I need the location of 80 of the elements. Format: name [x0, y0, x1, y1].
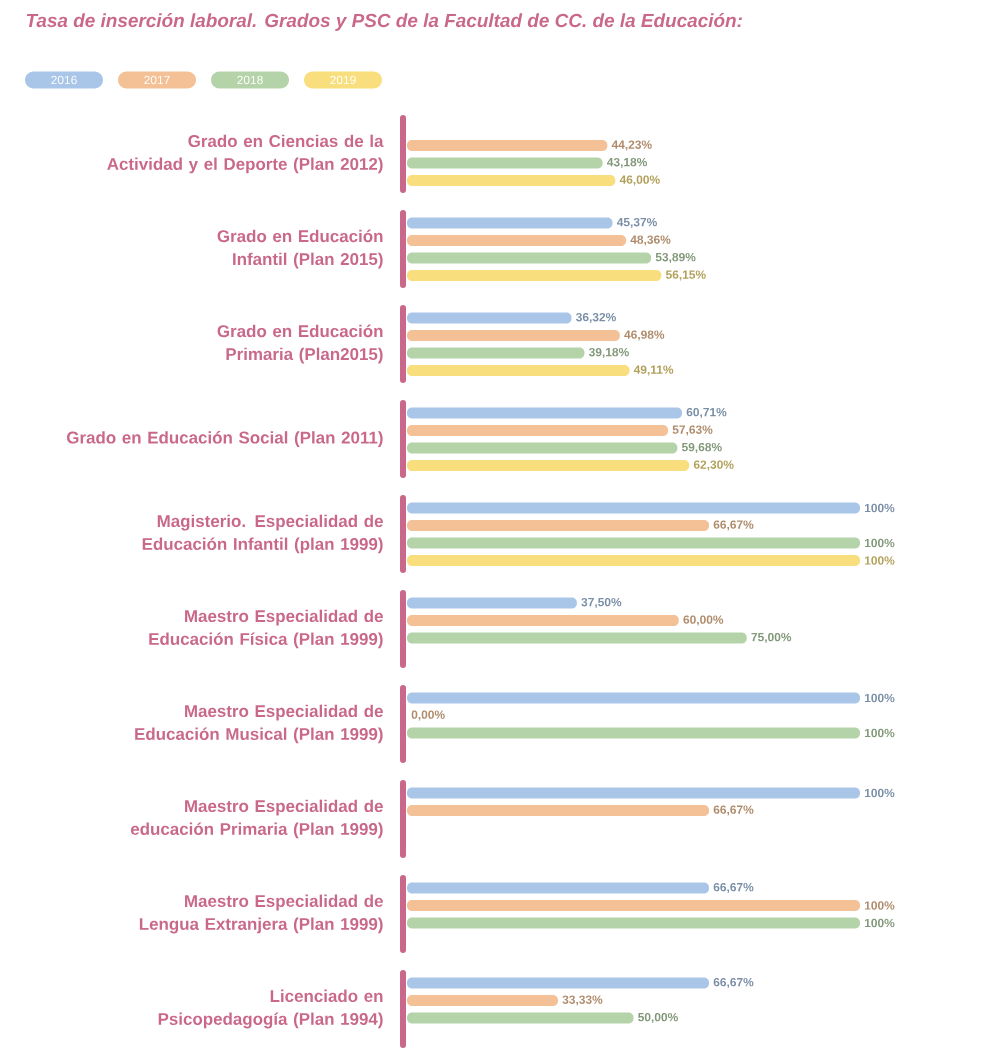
- bar: [407, 555, 860, 566]
- bar: [407, 234, 627, 246]
- bar: [407, 347, 585, 359]
- bar: [407, 917, 860, 929]
- data-label: 100%: [864, 918, 895, 928]
- data-label: 100%: [864, 503, 895, 513]
- data-label: 0,00%: [411, 710, 445, 721]
- bar: [407, 252, 652, 264]
- y-tick-label: Maestro Especialidad de Educación Física (Plan 1999): [149, 609, 383, 649]
- data-label: 66,67%: [713, 805, 754, 816]
- data-label: 100%: [864, 538, 895, 548]
- bar: [407, 365, 630, 376]
- bar: [407, 175, 616, 186]
- data-label: 66,67%: [713, 882, 754, 894]
- bar: [407, 330, 620, 341]
- bar: [407, 140, 608, 151]
- y-tick-label: Grado en Educación Social (Plan 2011): [66, 431, 383, 447]
- bar: [407, 502, 860, 514]
- y-tick-label: Grado en Educación Infantil (Plan 2015): [217, 229, 383, 269]
- data-label: 46,98%: [624, 330, 665, 341]
- data-label: 33,33%: [562, 995, 603, 1006]
- bar: [407, 900, 860, 911]
- data-label: 75,00%: [751, 632, 792, 644]
- bar: [407, 217, 613, 229]
- data-label: 37,50%: [581, 597, 622, 609]
- data-label: 44,23%: [611, 140, 652, 151]
- bar: [407, 615, 679, 626]
- bar: [407, 977, 710, 989]
- data-label: 46,00%: [619, 175, 660, 186]
- data-label: 100%: [864, 693, 895, 703]
- data-label: 66,67%: [713, 977, 754, 989]
- bar: [407, 442, 678, 454]
- data-label: 62,30%: [693, 460, 734, 471]
- text: 2016: [51, 75, 77, 85]
- bar: [407, 157, 603, 169]
- bar: [407, 537, 860, 549]
- bar: [407, 727, 860, 739]
- bar: [407, 407, 683, 419]
- text: 2017: [144, 75, 170, 85]
- data-label: 59,68%: [681, 442, 722, 454]
- bar: [407, 1012, 634, 1024]
- bar: [407, 787, 860, 799]
- bar: [407, 995, 558, 1007]
- bar: [407, 805, 710, 816]
- y-tick-label: Grado en Ciencias de la Actividad y el Deporte (Plan 2012): [107, 134, 384, 174]
- data-label: 48,36%: [630, 235, 671, 246]
- y-tick-label: Maestro Especialidad de Lengua Extranjera (Plan 1999): [139, 894, 383, 934]
- data-label: 60,00%: [683, 615, 724, 626]
- bar: [407, 882, 710, 894]
- bar: [407, 597, 577, 609]
- bar: [407, 270, 662, 281]
- text: 2019: [330, 75, 356, 85]
- data-label: 43,18%: [606, 157, 648, 169]
- chart-title: Tasa de inserción laboral. Grados y PSC de la Facultad de CC. de la Educación:: [26, 13, 742, 31]
- bar: [407, 460, 690, 471]
- y-tick-label: Grado en Educación Primaria (Plan2015): [217, 324, 383, 364]
- data-label: 53,89%: [655, 252, 696, 264]
- data-label: 100%: [864, 728, 895, 738]
- data-label: 100%: [864, 556, 895, 565]
- data-label: 100%: [864, 788, 895, 798]
- data-label: 50,00%: [638, 1012, 678, 1024]
- data-label: 100%: [864, 901, 895, 910]
- y-tick-label: Licenciado en Psicopedagogía (Plan 1994): [158, 989, 383, 1029]
- data-label: 36,32%: [576, 312, 616, 324]
- data-label: 57,63%: [672, 425, 713, 436]
- data-label: 45,37%: [616, 217, 657, 229]
- y-tick-label: Magisterio. Especialidad de Educación Infantil (plan 1999): [142, 514, 383, 554]
- data-label: 66,67%: [713, 520, 754, 531]
- data-label: 60,71%: [686, 407, 727, 419]
- bar: [407, 312, 572, 324]
- data-label: 39,18%: [588, 347, 629, 359]
- bar: [407, 632, 747, 644]
- text: 2018: [237, 75, 263, 85]
- data-label: 49,11%: [633, 365, 674, 376]
- y-tick-label: Maestro Especialidad de educación Primaria (Plan 1999): [130, 799, 383, 839]
- bar: [407, 692, 860, 704]
- y-tick-label: Maestro Especialidad de Educación Musical (Plan 1999): [135, 704, 383, 744]
- bar: [407, 520, 710, 531]
- bar: [407, 425, 669, 436]
- data-label: 56,15%: [665, 270, 706, 281]
